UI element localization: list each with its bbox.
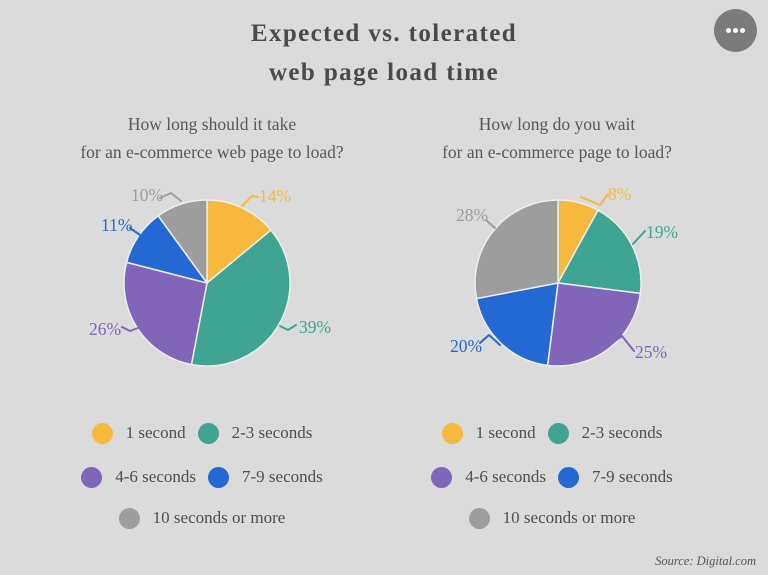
- svg-text:14%: 14%: [259, 186, 291, 206]
- svg-text:10%: 10%: [131, 185, 163, 205]
- svg-text:25%: 25%: [635, 342, 667, 362]
- svg-text:11%: 11%: [101, 215, 132, 235]
- svg-text:20%: 20%: [450, 336, 482, 356]
- svg-text:26%: 26%: [89, 319, 121, 339]
- svg-text:39%: 39%: [299, 317, 331, 337]
- svg-text:19%: 19%: [646, 222, 678, 242]
- svg-text:28%: 28%: [456, 205, 488, 225]
- svg-text:8%: 8%: [608, 184, 631, 204]
